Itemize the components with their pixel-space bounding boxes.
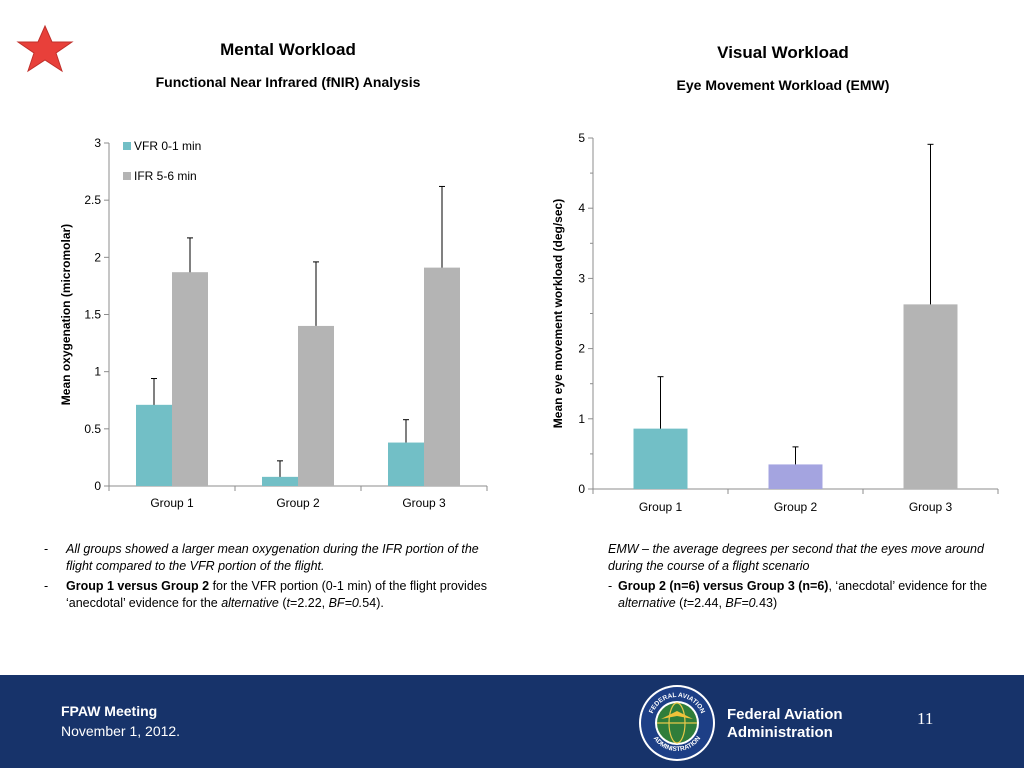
- note-text-run: for the VFR portion (0-1 min) of the fli…: [66, 579, 487, 610]
- y-tick-label: 4: [578, 201, 585, 215]
- x-tick-label: Group 2: [774, 500, 818, 514]
- note-text-run: BF=0.: [328, 596, 363, 610]
- y-axis-title: Mean eye movement workload (deg/sec): [551, 199, 565, 428]
- y-tick-label: 2: [94, 250, 101, 264]
- footer-bar: FPAW Meeting November 1, 2012. FEDERAL A…: [0, 675, 1024, 768]
- y-tick-label: 5: [578, 131, 585, 145]
- note-text-run: =2.22,: [290, 596, 329, 610]
- legend-swatch: [123, 142, 131, 150]
- oxygenation-bar-chart: 0 0.5 1 1.5 2 2.5 3 Group 1 Group 2 Group 3 Mean o…: [59, 136, 488, 510]
- note-text-run: Group 1 versus Group 2: [66, 579, 210, 593]
- legend-label: VFR 0-1 min: [134, 139, 201, 153]
- note-text-run: EMW – the average degrees per second tha…: [608, 542, 984, 573]
- note-text-run: t: [683, 596, 687, 610]
- bar-group-3: [424, 267, 460, 486]
- meeting-date: November 1, 2012.: [61, 723, 181, 739]
- x-tick-label: Group 3: [909, 500, 953, 514]
- y-tick-label: 0.5: [84, 422, 101, 436]
- right-notes: EMW – the average degrees per second tha…: [608, 541, 988, 615]
- right-subtitle: Eye Movement Workload (EMW): [676, 77, 890, 93]
- note-text-run: alternative: [221, 596, 279, 610]
- red-star-icon: [16, 24, 74, 73]
- left-subtitle: Functional Near Infrared (fNIR) Analysis: [155, 74, 421, 90]
- note-text-run: =2.44,: [686, 596, 726, 610]
- bar-group-2: [768, 464, 823, 489]
- bar-group-2: [298, 325, 334, 486]
- bar-group-3: [903, 304, 958, 489]
- y-tick-label: 2: [578, 342, 585, 356]
- right-note-1: EMW – the average degrees per second tha…: [608, 541, 988, 575]
- right-note-2: - Group 2 (n=6) versus Group 3 (n=6), ‘an…: [608, 578, 988, 612]
- note-text-run: (: [675, 596, 684, 610]
- y-tick-label: 2.5: [84, 193, 101, 207]
- bullet-dash: -: [44, 579, 49, 593]
- bar-group-1: [136, 404, 172, 486]
- note-text-run: (: [278, 596, 287, 610]
- y-tick-label: 3: [94, 136, 101, 150]
- note-text-run: alternative: [618, 596, 676, 610]
- org-name-line1: Federal Aviation: [727, 706, 843, 723]
- note-text-run: 43): [759, 596, 778, 610]
- x-tick-label: Group 1: [639, 500, 683, 514]
- left-title: Mental Workload: [220, 40, 356, 59]
- x-tick-label: Group 2: [276, 496, 320, 510]
- emw-bar-chart: 0 1 2 3 4 5 Group 1 Group 2 Group 3 Mean eye move…: [551, 131, 999, 514]
- bullet-dash: -: [44, 542, 49, 556]
- left-note-2: - Group 1 versus Group 2 for the VFR port…: [44, 578, 504, 612]
- y-axis-title: Mean oxygenation (micromolar): [59, 224, 73, 405]
- page-number: 11: [917, 709, 934, 728]
- left-notes: - All groups showed a larger mean oxygena…: [44, 541, 504, 615]
- note-text-run: t: [286, 596, 291, 610]
- y-tick-label: 0: [578, 482, 585, 496]
- note-text-run: 54).: [362, 596, 384, 610]
- x-tick-label: Group 3: [402, 496, 446, 510]
- meeting-name: FPAW Meeting: [61, 703, 158, 719]
- y-tick-label: 1.5: [84, 308, 101, 322]
- faa-seal-icon: FEDERAL AVIATION ADMINISTRATION: [639, 685, 715, 761]
- y-tick-label: 1: [578, 412, 585, 426]
- bar-group-3: [388, 442, 424, 486]
- legend-swatch: [123, 172, 131, 180]
- note-text-run: BF=0.: [725, 596, 760, 610]
- right-title: Visual Workload: [717, 43, 849, 62]
- x-tick-label: Group 1: [150, 496, 194, 510]
- y-tick-label: 3: [578, 271, 585, 285]
- bar-group-2: [262, 476, 298, 486]
- note-text-run: , ‘anecdotal’ evidence for the: [828, 579, 988, 593]
- left-note-1: - All groups showed a larger mean oxygena…: [44, 541, 504, 575]
- legend-label: IFR 5-6 min: [134, 169, 197, 183]
- bullet-dash: -: [608, 579, 613, 593]
- org-name-line2: Administration: [727, 724, 833, 741]
- note-text-run: Group 2 (n=6) versus Group 3 (n=6): [618, 579, 829, 593]
- bar-group-1: [633, 428, 688, 489]
- y-tick-label: 0: [94, 479, 101, 493]
- y-tick-label: 1: [94, 365, 101, 379]
- bar-group-1: [172, 272, 208, 486]
- note-text-run: All groups showed a larger mean oxygenat…: [66, 542, 479, 573]
